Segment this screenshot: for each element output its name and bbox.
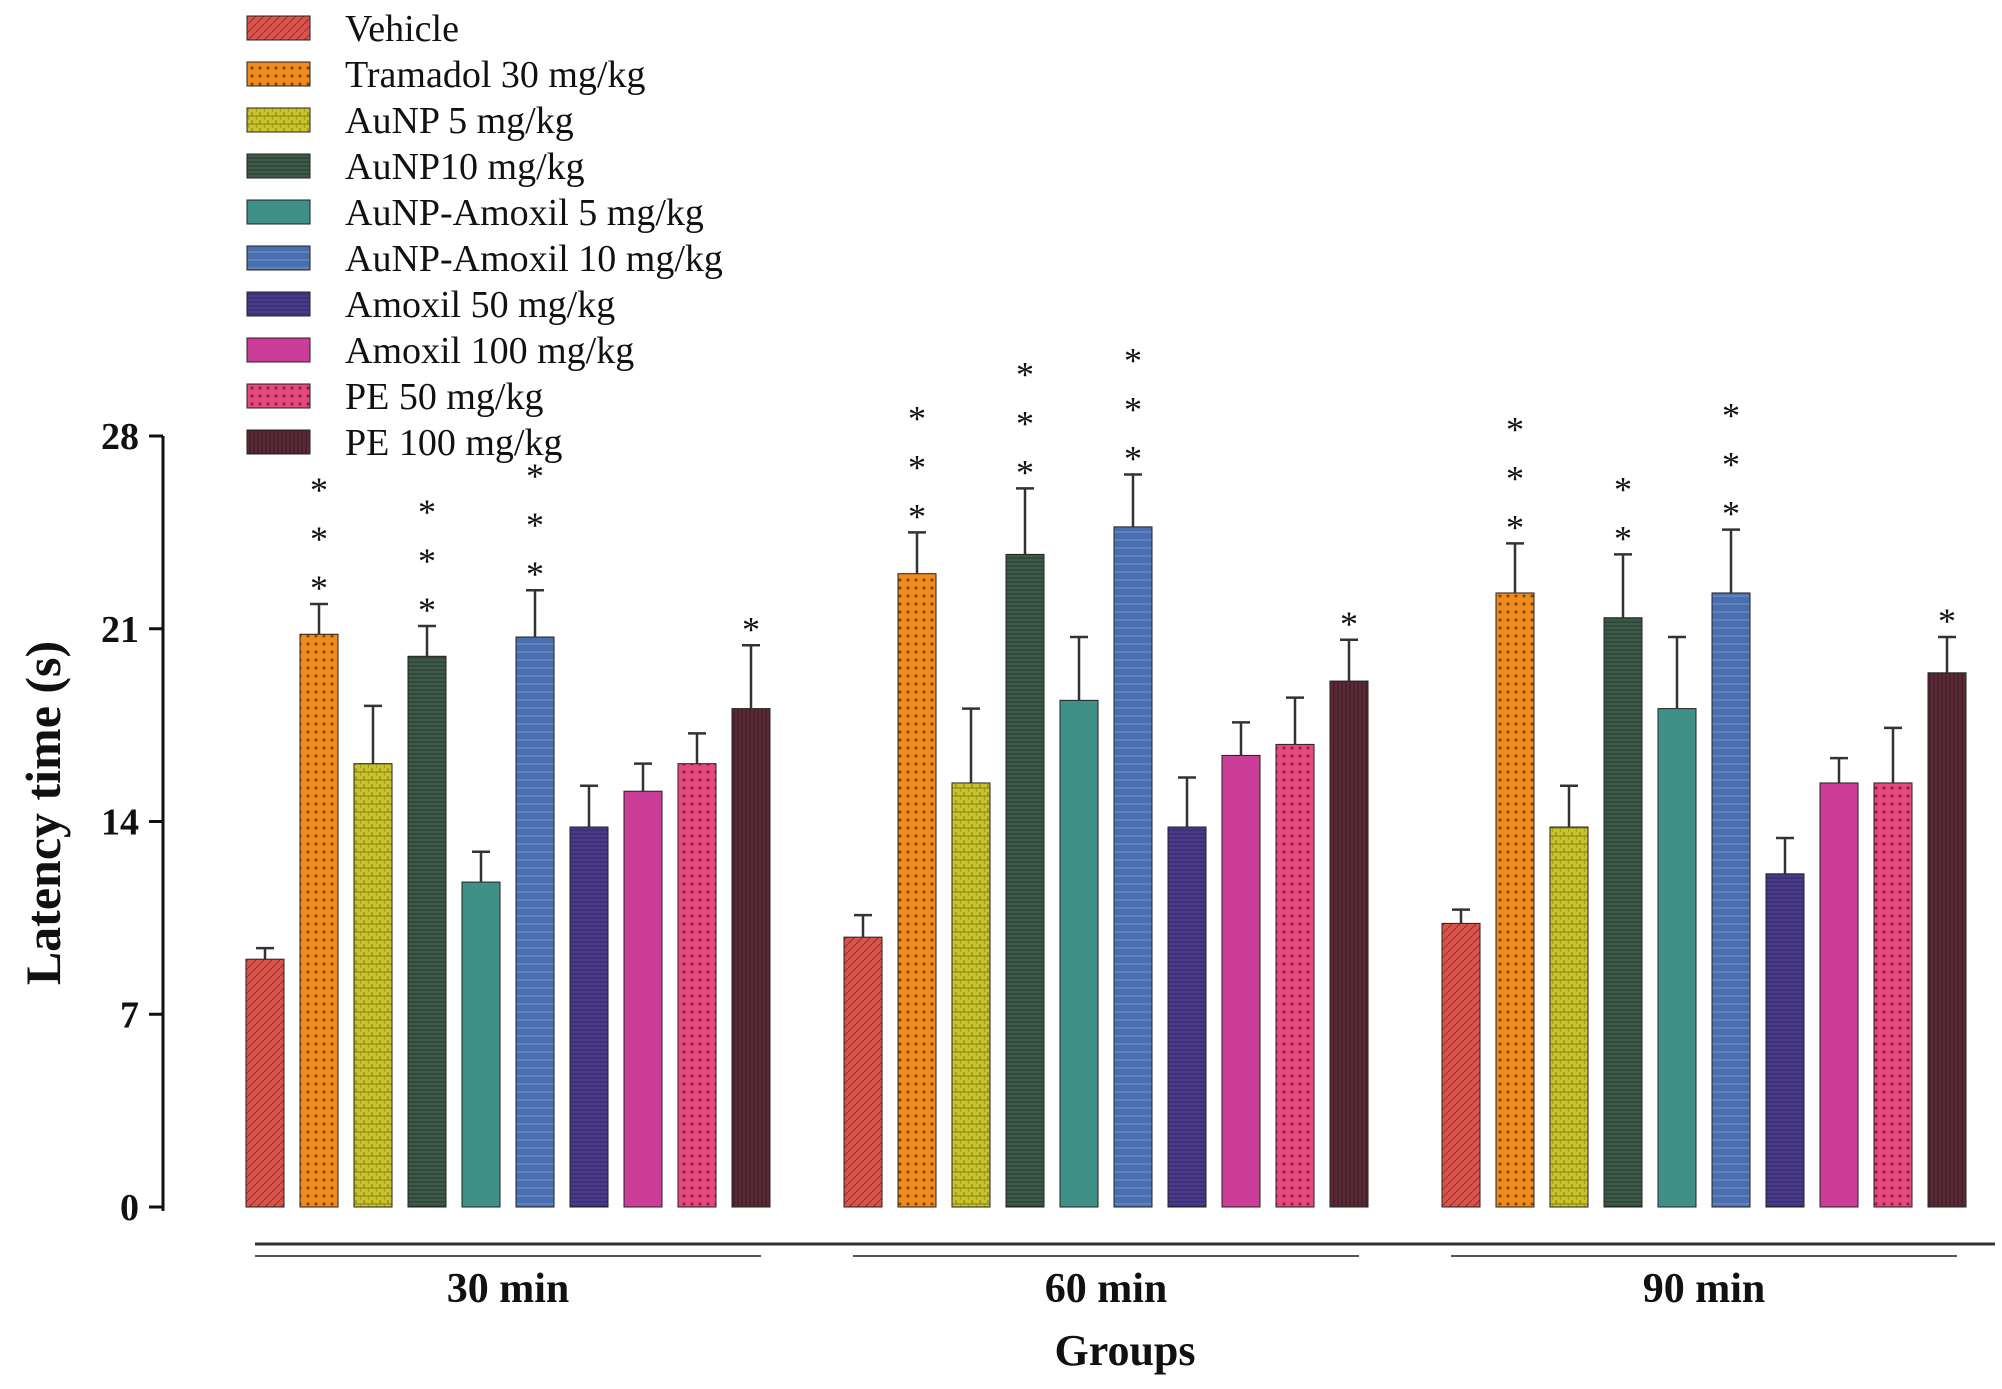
bar	[569, 826, 609, 1208]
bar	[1441, 922, 1481, 1208]
significance-star: *	[1124, 439, 1142, 479]
significance-star: *	[526, 456, 544, 496]
legend-label: PE 50 mg/kg	[345, 376, 543, 418]
bar	[1657, 708, 1697, 1208]
significance-star: *	[1016, 403, 1034, 443]
y-tick-label: 28	[101, 416, 139, 458]
bar	[1275, 743, 1315, 1208]
bar	[1711, 592, 1751, 1208]
significance-star: *	[418, 590, 436, 630]
bar	[843, 936, 883, 1208]
significance-star: *	[1614, 469, 1632, 509]
bar	[515, 636, 555, 1208]
significance-star: *	[526, 554, 544, 594]
significance-star: *	[526, 505, 544, 545]
significance-star: *	[310, 568, 328, 608]
bar	[1927, 672, 1967, 1208]
bar	[353, 763, 393, 1208]
legend-label: AuNP10 mg/kg	[345, 146, 585, 188]
bar	[1765, 873, 1805, 1208]
significance-star: *	[1506, 458, 1524, 498]
bar	[1059, 699, 1099, 1208]
legend-swatch	[246, 153, 311, 179]
bar	[1167, 826, 1207, 1208]
significance-star: *	[310, 470, 328, 510]
legend-label: AuNP-Amoxil 10 mg/kg	[345, 238, 723, 280]
legend-swatch	[246, 291, 311, 317]
bar	[1329, 680, 1369, 1208]
bar	[1005, 553, 1045, 1208]
significance-star: *	[1016, 452, 1034, 492]
y-tick-label: 7	[120, 994, 139, 1036]
legend-label: Amoxil 50 mg/kg	[345, 284, 615, 326]
x-axis-label: Groups	[1054, 1326, 1195, 1375]
significance-star: *	[1340, 604, 1358, 644]
significance-star: *	[1938, 601, 1956, 641]
bar	[897, 573, 937, 1208]
significance-star: *	[418, 541, 436, 581]
y-axis: 0 7 14 21 28	[101, 416, 165, 1229]
significance-star: *	[1722, 445, 1740, 485]
bar	[299, 633, 339, 1208]
bar	[731, 708, 771, 1208]
legend-label: AuNP-Amoxil 5 mg/kg	[345, 192, 704, 234]
legend-label: Tramadol 30 mg/kg	[345, 54, 646, 96]
significance-star: *	[908, 496, 926, 536]
significance-star: *	[1722, 396, 1740, 436]
significance-star: *	[1124, 390, 1142, 430]
significance-star: *	[1124, 341, 1142, 381]
significance-star: *	[908, 398, 926, 438]
legend-swatch	[246, 61, 311, 87]
bar	[1113, 526, 1153, 1208]
significance-star: *	[908, 447, 926, 487]
significance-star: *	[1614, 518, 1632, 558]
bar	[677, 763, 717, 1208]
legend-swatch	[246, 245, 311, 271]
bar	[1603, 617, 1643, 1208]
y-axis-label: Latency time (s)	[15, 641, 71, 985]
bar	[1873, 782, 1913, 1208]
bar	[951, 782, 991, 1208]
y-tick-label: 0	[120, 1187, 139, 1229]
y-tick-label: 21	[101, 609, 139, 651]
legend-label: Amoxil 100 mg/kg	[345, 330, 634, 372]
significance-star: *	[742, 609, 760, 649]
significance-star: *	[1506, 409, 1524, 449]
group-label: 90 min	[1643, 1266, 1766, 1312]
legend-swatch	[246, 107, 311, 133]
bar	[1221, 754, 1261, 1208]
significance-star: *	[310, 519, 328, 559]
legend-label: PE 100 mg/kg	[345, 422, 562, 464]
bar	[407, 655, 447, 1208]
bar	[461, 881, 501, 1208]
bar	[245, 958, 285, 1208]
significance-star: *	[1722, 494, 1740, 534]
legend-swatch	[246, 15, 311, 41]
bar	[1495, 592, 1535, 1208]
bar	[1819, 782, 1859, 1208]
x-axis-groups: 30 min 60 min 90 min	[255, 1242, 1995, 1312]
legend-label: Vehicle	[345, 8, 459, 50]
group-label: 30 min	[447, 1266, 570, 1312]
legend-swatch	[246, 383, 311, 409]
significance-star: *	[418, 492, 436, 532]
legend-swatch	[246, 429, 311, 455]
legend-label: AuNP 5 mg/kg	[345, 100, 574, 142]
bars: * * * * * * * * * * * * * * * * * * * * * * * * * * * * *	[245, 341, 1967, 1208]
significance-star: *	[1016, 354, 1034, 394]
significance-star: *	[1506, 507, 1524, 547]
legend-swatch	[246, 199, 311, 225]
bar	[1549, 826, 1589, 1208]
bar	[623, 790, 663, 1208]
legend-swatch	[246, 337, 311, 363]
y-tick-label: 14	[101, 802, 139, 844]
group-label: 60 min	[1045, 1266, 1168, 1312]
